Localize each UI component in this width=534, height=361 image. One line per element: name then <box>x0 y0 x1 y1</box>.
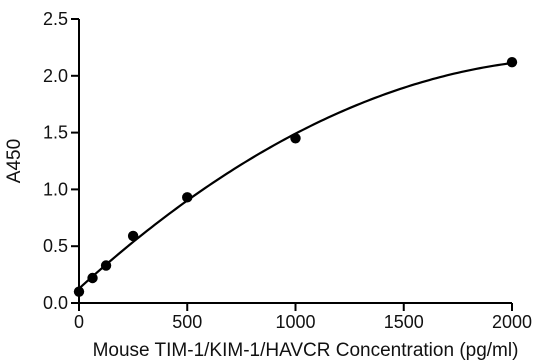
y-tick-label: 1.5 <box>43 123 68 143</box>
y-axis: 0.0 0.5 1.0 1.5 2.0 2.5 <box>43 9 80 313</box>
x-tick-label: 500 <box>172 312 202 332</box>
x-axis-label: Mouse TIM-1/KIM-1/HAVCR Concentration (p… <box>93 340 519 361</box>
x-tick-label: 1000 <box>275 312 315 332</box>
y-tick-label: 0.5 <box>43 236 68 256</box>
x-tick-label: 1500 <box>384 312 424 332</box>
x-axis: 0 500 1000 1500 2000 <box>74 302 532 332</box>
x-tick-label: 0 <box>74 312 84 332</box>
data-point <box>182 192 193 203</box>
data-point <box>127 230 139 242</box>
fit-curve-group <box>78 61 513 290</box>
data-point <box>290 133 301 144</box>
y-tick-label: 2.5 <box>43 9 68 29</box>
y-axis-label: A450 <box>4 139 25 183</box>
data-point <box>100 260 112 271</box>
data-point <box>73 286 85 297</box>
x-tick-label: 2000 <box>492 312 532 332</box>
y-tick-label: 1.0 <box>43 179 68 199</box>
y-tick-label: 2.0 <box>43 66 68 86</box>
data-point <box>506 56 518 68</box>
y-tick-label: 0.0 <box>43 293 68 313</box>
data-point <box>87 272 98 284</box>
fit-curve <box>78 61 513 290</box>
data-points <box>73 56 518 297</box>
